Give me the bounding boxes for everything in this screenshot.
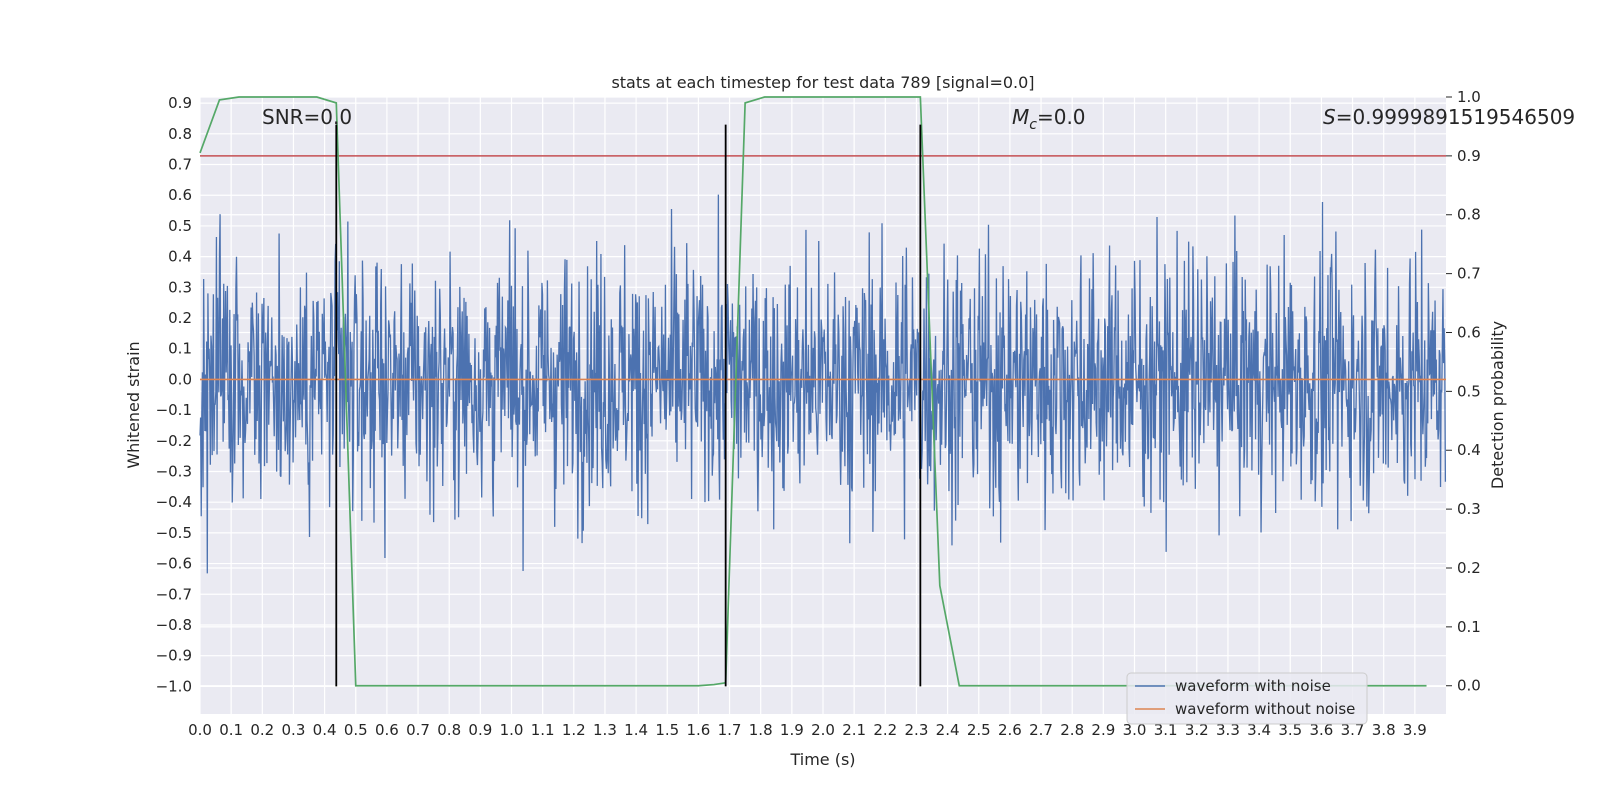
x-tick-label: 1.7	[718, 721, 742, 739]
x-tick-label: 3.4	[1247, 721, 1271, 739]
x-tick-label: 3.5	[1278, 721, 1302, 739]
y-tick-label-right: 0.4	[1457, 441, 1481, 459]
y-axis-label-right: Detection probability	[1488, 321, 1507, 489]
series-waveform-with-noise	[199, 194, 1447, 574]
score-annotation: S=0.9999891519546509	[1323, 105, 1575, 129]
y-tick-label-left: 0.2	[168, 309, 192, 327]
chirp-mass-symbol: M	[1012, 105, 1029, 129]
y-tick-label-left: −0.7	[156, 585, 192, 603]
x-tick-labels: 0.0 0.1 0.2 0.3 0.4 0.5 0.6 0.7 0.8 0.9 1.0 1.1 1.2 1…	[188, 721, 1427, 739]
y-tick-label-left: −0.1	[156, 401, 192, 419]
y-tick-label-left: 0.6	[168, 186, 192, 204]
y-tick-label-left: −0.3	[156, 462, 192, 480]
x-tick-label: 3.2	[1185, 721, 1209, 739]
x-tick-label: 0.1	[219, 721, 243, 739]
legend: waveform with noise waveform without noi…	[1126, 672, 1368, 725]
y-tick-label-left: 0.4	[168, 248, 192, 266]
y-tick-label-left: 0.8	[168, 125, 192, 143]
x-tick-label: 0.4	[313, 721, 337, 739]
y-tick-label-left: 0.5	[168, 217, 192, 235]
legend-label-noisy: waveform with noise	[1175, 677, 1331, 695]
x-tick-label: 0.0	[188, 721, 212, 739]
y-tick-label-right: 0.0	[1457, 677, 1481, 695]
x-tick-label: 2.7	[1029, 721, 1053, 739]
x-tick-label: 1.3	[593, 721, 617, 739]
x-tick-label: 2.6	[998, 721, 1022, 739]
x-tick-label: 2.0	[811, 721, 835, 739]
legend-label-clean: waveform without noise	[1175, 700, 1355, 718]
x-tick-label: 1.2	[562, 721, 586, 739]
x-tick-label: 3.1	[1154, 721, 1178, 739]
y-tick-label-left: −0.2	[156, 432, 192, 450]
snr-annotation: SNR=0.0	[262, 105, 352, 129]
x-tick-label: 3.9	[1403, 721, 1427, 739]
y-tick-labels-right: 1.0 0.9 0.8 0.7 0.6 0.5 0.4 0.3 0.2 0.1 0.0	[1446, 88, 1481, 695]
score-symbol: S	[1323, 105, 1336, 129]
y-tick-label-right: 0.9	[1457, 147, 1481, 165]
y-tick-label-right: 1.0	[1457, 88, 1481, 106]
x-tick-label: 0.5	[344, 721, 368, 739]
x-tick-label: 1.9	[780, 721, 804, 739]
y-tick-labels-left: 0.9 0.8 0.7 0.6 0.5 0.4 0.3 0.2 0.1 0.0 −0.1 −0.2 −0…	[156, 94, 192, 695]
x-tick-label: 1.1	[531, 721, 555, 739]
x-tick-label: 1.6	[686, 721, 710, 739]
y-tick-label-left: −0.9	[156, 647, 192, 665]
chart-title: stats at each timestep for test data 789…	[611, 73, 1034, 92]
x-tick-label: 2.8	[1060, 721, 1084, 739]
y-tick-label-left: −1.0	[156, 677, 192, 695]
y-tick-label-right: 0.1	[1457, 618, 1481, 636]
y-axis-label-left: Whitened strain	[124, 341, 143, 468]
legend-box	[1126, 672, 1368, 725]
score-value: =0.9999891519546509	[1336, 105, 1575, 129]
x-tick-label: 2.1	[842, 721, 866, 739]
x-tick-label: 0.8	[437, 721, 461, 739]
x-tick-label: 1.5	[655, 721, 679, 739]
x-tick-label: 0.2	[250, 721, 274, 739]
x-tick-label: 3.3	[1216, 721, 1240, 739]
y-tick-label-left: 0.1	[168, 340, 192, 358]
x-tick-label: 2.4	[936, 721, 960, 739]
x-tick-label: 2.3	[905, 721, 929, 739]
y-tick-label-left: −0.8	[156, 616, 192, 634]
x-tick-label: 3.6	[1309, 721, 1333, 739]
x-tick-label: 3.0	[1123, 721, 1147, 739]
y-tick-label-right: 0.3	[1457, 500, 1481, 518]
y-tick-label-left: −0.6	[156, 555, 192, 573]
y-tick-label-left: 0.7	[168, 156, 192, 174]
x-tick-label: 0.6	[375, 721, 399, 739]
plot-area	[199, 96, 1447, 687]
x-tick-label: 0.3	[282, 721, 306, 739]
x-tick-label: 2.9	[1091, 721, 1115, 739]
x-tick-label: 1.8	[749, 721, 773, 739]
y-tick-label-left: −0.5	[156, 524, 192, 542]
y-tick-label-right: 0.5	[1457, 382, 1481, 400]
y-tick-label-left: 0.0	[168, 370, 192, 388]
x-tick-label: 0.9	[468, 721, 492, 739]
x-tick-label: 2.5	[967, 721, 991, 739]
y-tick-label-left: −0.4	[156, 493, 192, 511]
y-tick-label-left: 0.9	[168, 94, 192, 112]
x-tick-label: 1.4	[624, 721, 648, 739]
y-tick-label-left: 0.3	[168, 278, 192, 296]
chirp-mass-annotation: Mc=0.0	[1012, 105, 1086, 133]
x-tick-label: 3.8	[1372, 721, 1396, 739]
x-tick-label: 0.7	[406, 721, 430, 739]
x-tick-label: 1.0	[500, 721, 524, 739]
x-tick-label: 3.7	[1341, 721, 1365, 739]
y-tick-label-right: 0.8	[1457, 206, 1481, 224]
chirp-mass-value: =0.0	[1037, 105, 1086, 129]
x-tick-label: 2.2	[873, 721, 897, 739]
chirp-mass-subscript: c	[1029, 117, 1037, 133]
y-tick-label-right: 0.6	[1457, 323, 1481, 341]
series-detection-probability	[199, 96, 1427, 687]
y-tick-label-right: 0.7	[1457, 265, 1481, 283]
x-axis-label: Time (s)	[789, 750, 855, 769]
y-tick-label-right: 0.2	[1457, 559, 1481, 577]
